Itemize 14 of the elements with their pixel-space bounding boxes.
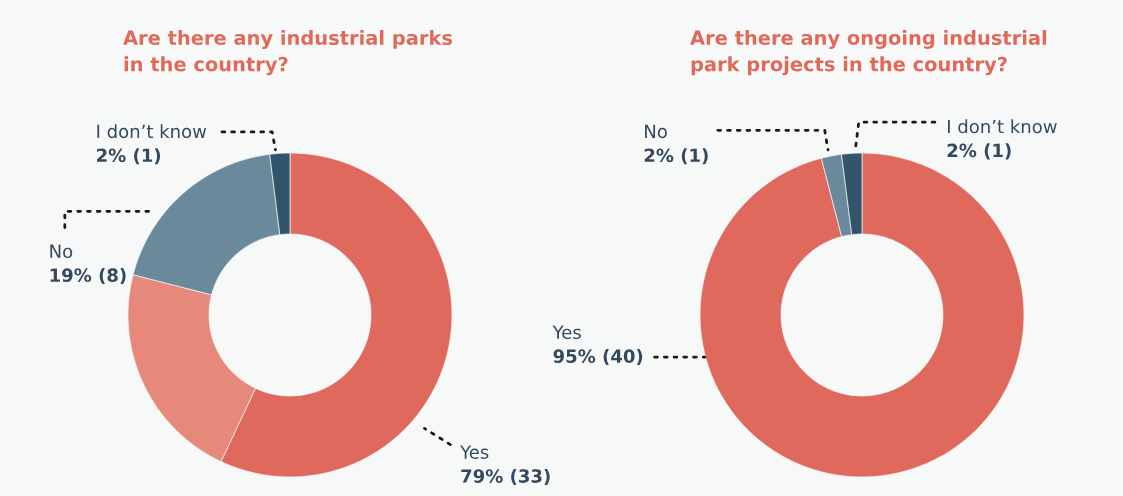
text: 79% (33) — [461, 468, 550, 485]
data-label: 2% (1) — [97, 148, 161, 165]
data-label: 2% (1) — [947, 143, 1011, 160]
data-label: 95% (40) — [553, 349, 643, 366]
data-label: 2% (1) — [644, 148, 708, 165]
slice-label: Yes — [460, 445, 489, 459]
slice-label: No — [645, 124, 667, 139]
slice-label: I don’t know — [97, 124, 207, 139]
slice-label: No — [50, 244, 73, 259]
slice-label: I don’t know — [948, 119, 1057, 134]
data-label: 19% (8) — [50, 268, 126, 285]
chart-title: Are there any ongoing industrial park projects in the country? — [690, 30, 1047, 76]
chart-title: Are there any industrial parks in the country? — [123, 30, 453, 76]
slice-label: Yes — [552, 325, 581, 340]
